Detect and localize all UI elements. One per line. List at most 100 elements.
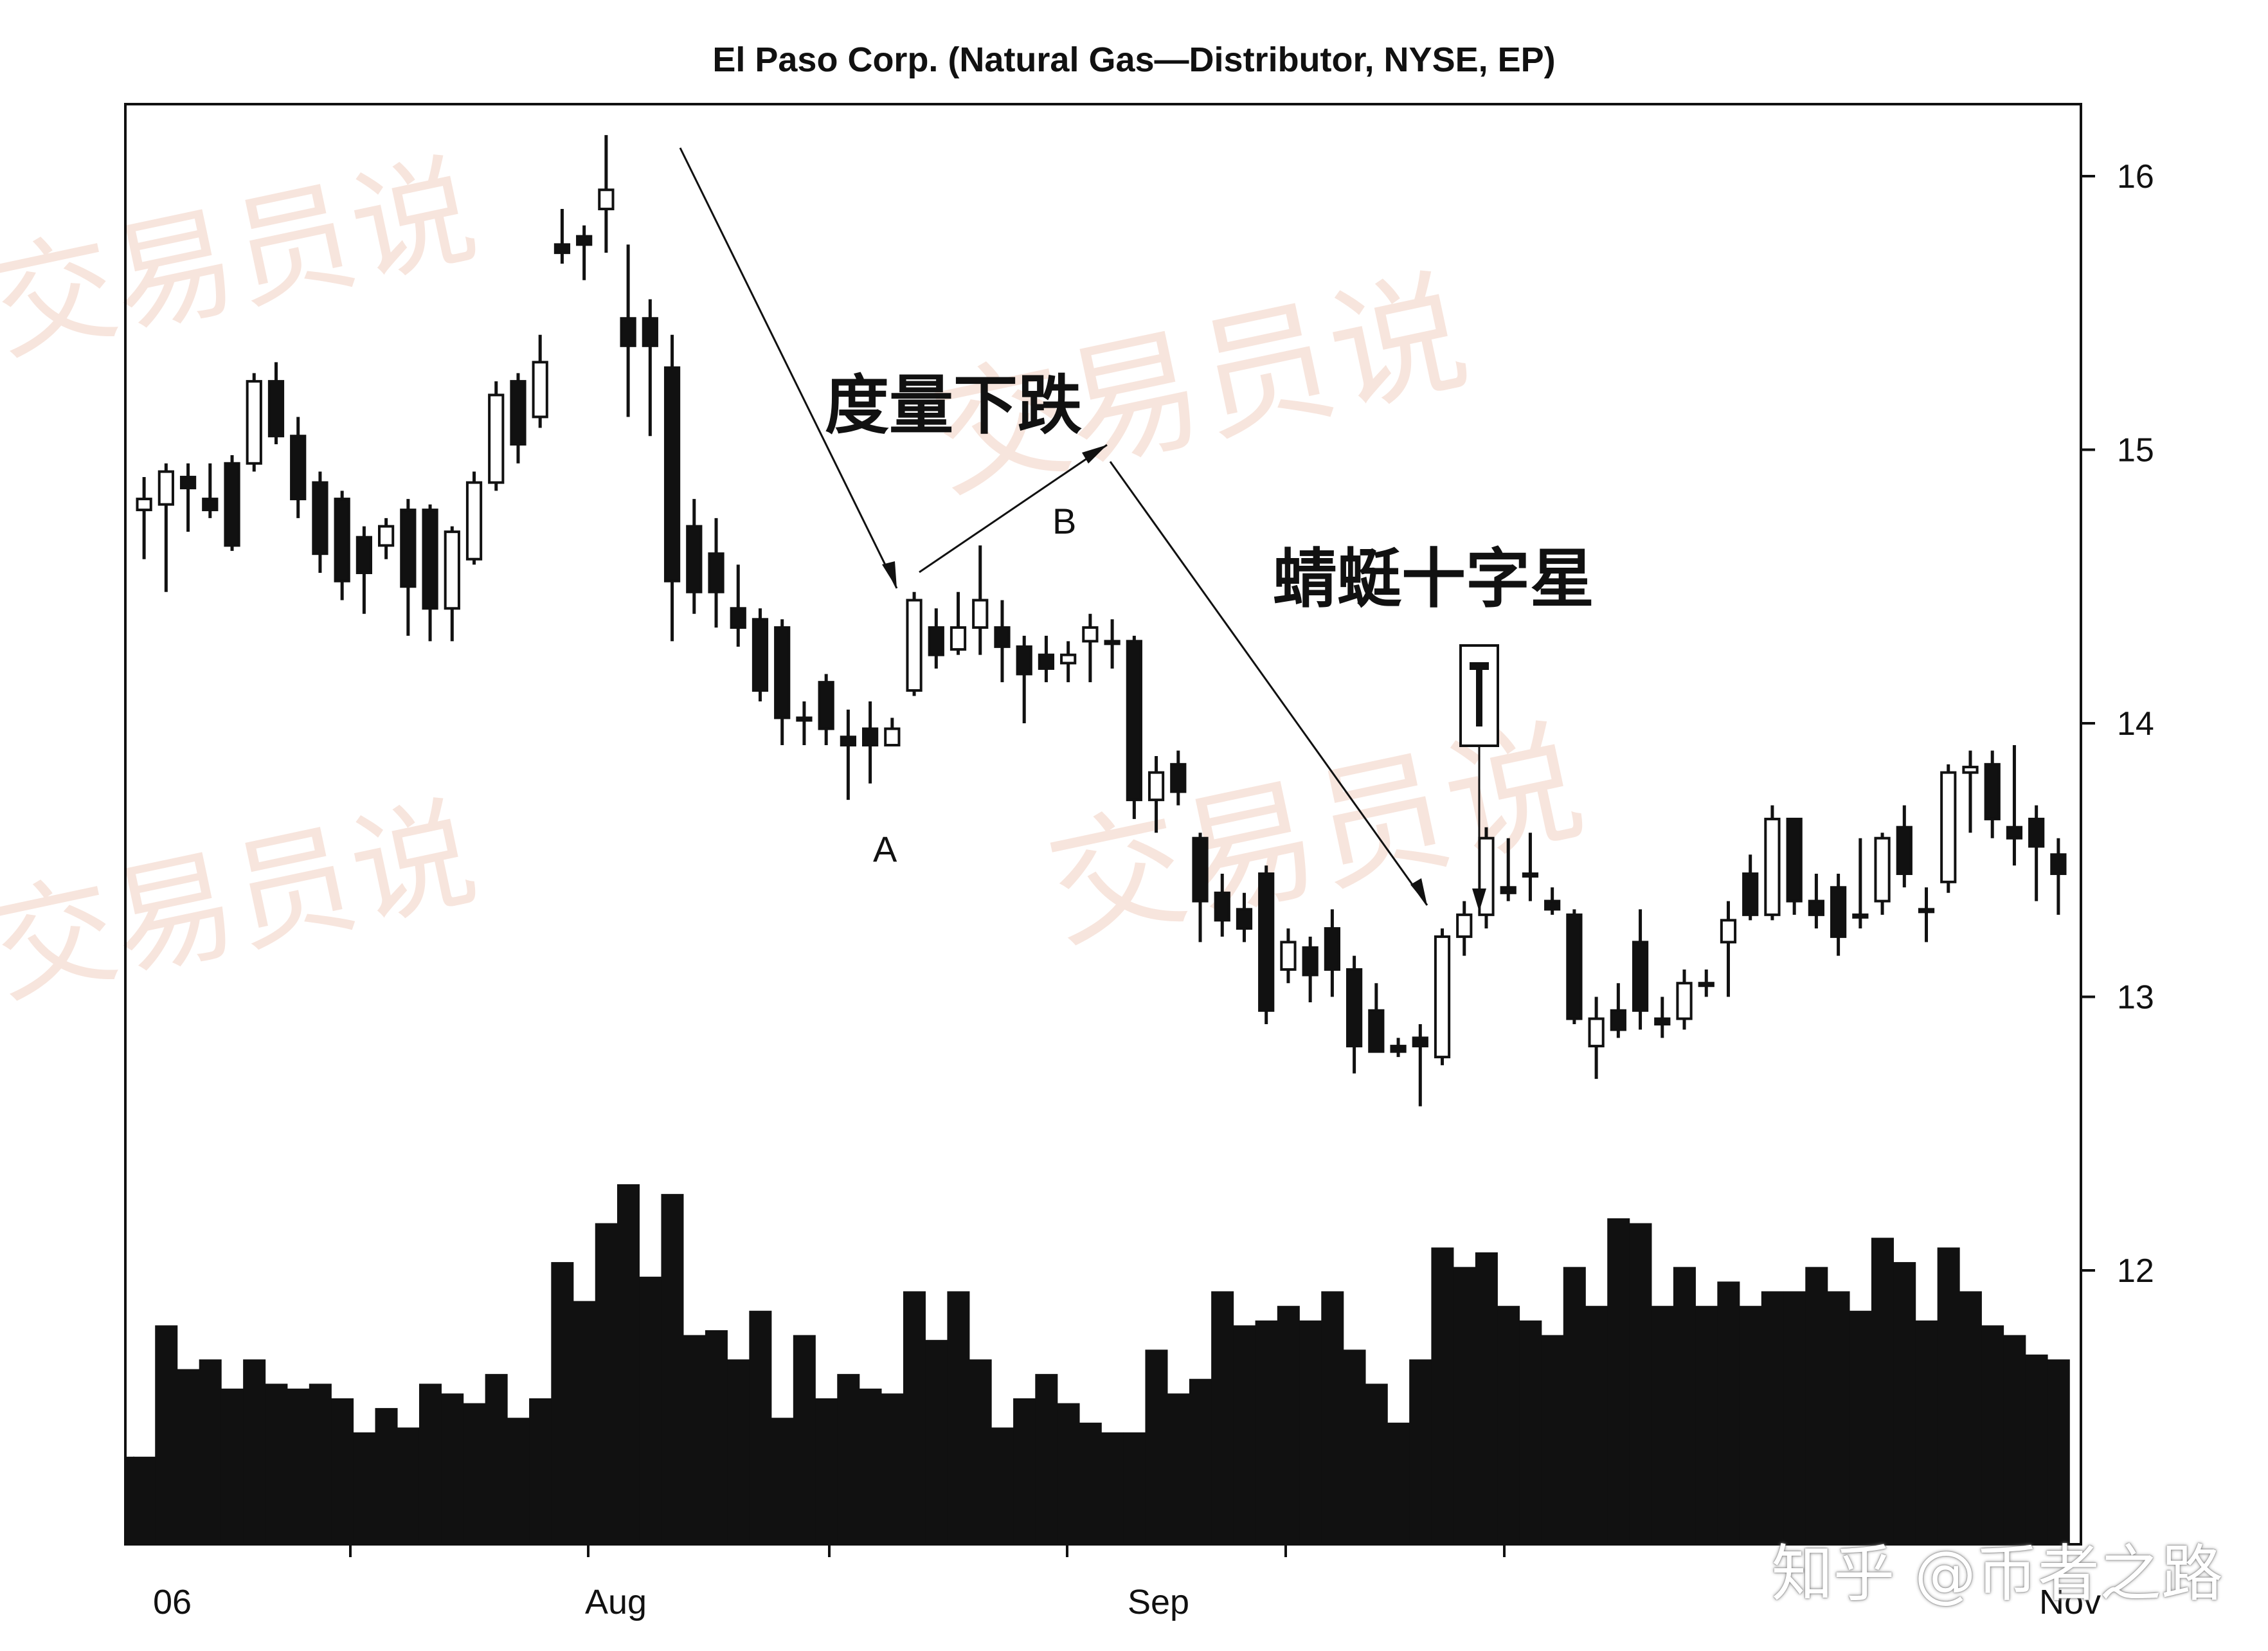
volume-bar — [1695, 1306, 1718, 1544]
volume-bar — [287, 1388, 310, 1544]
candle — [1434, 928, 1451, 1065]
candle — [620, 244, 636, 417]
y-tick-label: 16 — [2117, 158, 2154, 195]
volume-bar — [815, 1398, 838, 1544]
candle — [950, 591, 967, 655]
volume-bar — [1409, 1359, 1432, 1544]
candle-body-up — [884, 727, 901, 747]
candle — [246, 373, 262, 472]
volume-bar — [1189, 1378, 1212, 1544]
candle-body-down — [1896, 826, 1913, 876]
candle-body-down — [1984, 762, 2001, 820]
candle — [378, 518, 395, 559]
candle-body-down — [1258, 872, 1275, 1012]
candle-body-down — [1742, 872, 1759, 916]
volume-bar — [771, 1418, 794, 1544]
candle — [1874, 833, 1891, 915]
candle-body-down — [267, 380, 285, 438]
candle-body-up — [1148, 771, 1165, 802]
volume-bar — [1541, 1335, 1564, 1544]
volume-bar — [881, 1393, 904, 1544]
volume-bar — [1211, 1291, 1234, 1544]
volume-bar — [485, 1374, 508, 1544]
candle-body-down — [840, 735, 856, 747]
candle-body-down — [1808, 899, 1824, 916]
plot-frame — [124, 103, 2082, 1546]
candle-body-down — [1390, 1045, 1407, 1053]
volume-bar — [2047, 1359, 2070, 1544]
candle-body-down — [179, 476, 197, 490]
candle — [598, 135, 615, 253]
volume-bar — [1233, 1325, 1256, 1544]
annotation-point-a: A — [873, 829, 897, 869]
candle-body-down — [2006, 826, 2023, 840]
x-tick-label: Aug — [585, 1583, 647, 1621]
candle-body-down — [290, 435, 307, 501]
volume-bar — [155, 1325, 178, 1544]
annotation-measured-decline: 度量下跌 — [825, 368, 1082, 443]
arrow-decline-1 — [679, 147, 898, 589]
candle — [752, 608, 769, 701]
candle-body-up — [136, 498, 152, 512]
volume-bar — [243, 1359, 266, 1544]
candle-body-up — [1698, 982, 1715, 988]
candle — [1940, 764, 1957, 893]
volume-bar — [683, 1335, 706, 1544]
volume-bar — [441, 1393, 464, 1544]
volume-bar — [749, 1310, 772, 1544]
candle — [1742, 854, 1759, 921]
candle-body-down — [1500, 886, 1516, 894]
candle-body-down — [1610, 1009, 1626, 1031]
volume-bar — [1299, 1320, 1322, 1544]
candle — [1060, 641, 1077, 683]
volume-bar — [617, 1184, 640, 1544]
candle-body-down — [1016, 645, 1032, 676]
candle-body-down — [686, 525, 703, 593]
candle-layer — [136, 135, 2067, 1106]
volume-bar — [1387, 1422, 1410, 1544]
volume-bar — [1937, 1247, 1960, 1544]
candle — [774, 619, 791, 746]
candle — [1324, 909, 1340, 997]
volume-bar — [1431, 1247, 1454, 1544]
candle-body-up — [246, 380, 262, 465]
candle-body-down — [818, 681, 834, 730]
volume-bar — [125, 1456, 134, 1544]
candle-body-up — [444, 530, 460, 610]
volume-bar — [727, 1359, 750, 1544]
candle — [1698, 969, 1715, 997]
chart-title: El Paso Corp. (Natural Gas—Distributor, … — [712, 41, 1556, 79]
volume-bar — [705, 1330, 728, 1544]
candle-body-up — [1874, 836, 1891, 903]
candle — [2006, 745, 2023, 866]
candle-body-up — [465, 481, 483, 561]
volume-bar — [133, 1456, 156, 1544]
candle-body-down — [334, 498, 350, 582]
volume-bar — [177, 1369, 200, 1544]
volume-bar — [1277, 1306, 1300, 1544]
footer-watermark: 知乎 @币者之路 — [1771, 1538, 2223, 1610]
candle-body-down — [2028, 817, 2045, 848]
candle — [158, 463, 174, 592]
candle-body-up — [1918, 908, 1935, 914]
candle-body-up — [1456, 913, 1473, 938]
candle-body-down — [730, 607, 746, 629]
candle-body-down — [2050, 853, 2067, 876]
candle-body-down — [862, 727, 879, 747]
candle-body-down — [774, 626, 791, 719]
candle — [356, 526, 372, 614]
volume-bar — [529, 1398, 552, 1544]
candle-body-down — [224, 462, 240, 547]
candle — [1104, 619, 1120, 669]
volume-bar — [1013, 1398, 1036, 1544]
volume-bar — [1827, 1291, 1850, 1544]
candle — [1808, 874, 1824, 929]
candle — [1654, 997, 1671, 1038]
volume-bar — [1871, 1238, 1894, 1544]
candle-body-up — [158, 470, 174, 506]
volume-bar — [903, 1291, 926, 1544]
candle-body-up — [1962, 766, 1979, 774]
candle-body-down — [1544, 899, 1561, 911]
x-tick-label: 06 — [153, 1583, 192, 1621]
candle — [1390, 1038, 1407, 1058]
